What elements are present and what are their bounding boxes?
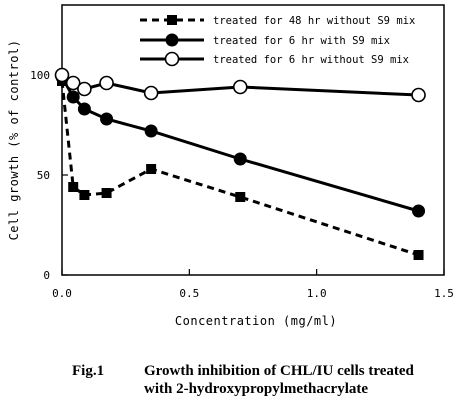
plot-area	[61, 4, 445, 276]
data-point-open-circle	[54, 67, 70, 83]
plot-frame	[61, 4, 445, 276]
figure-caption: Fig.1 Growth inhibition of CHL/IU cells t…	[72, 362, 452, 398]
data-point-circle	[100, 112, 114, 126]
data-point-open-circle	[411, 87, 426, 103]
caption-line-2: with 2-hydroxypropylmethacrylate	[144, 381, 369, 397]
legend-label: treated for 6 hr with S9 mix	[213, 35, 390, 47]
y-axis-label: Cell growth (% of control)	[7, 40, 21, 241]
tick-labels: 0.0 0.5 1.0 1.5 0 50 100	[30, 69, 454, 300]
data-point-square	[68, 182, 79, 192]
data-point-square	[413, 250, 424, 260]
data-point-square	[167, 15, 177, 25]
legend-entry: treated for 6 hr with S9 mix	[140, 33, 390, 47]
data-point-square	[146, 164, 157, 174]
data-point-square	[235, 192, 246, 202]
data-point-open-circle	[232, 79, 248, 95]
data-point-open-circle	[143, 85, 159, 101]
legend-label: treated for 48 hr without S9 mix	[213, 15, 415, 27]
series-1	[57, 76, 424, 260]
data-point-open-circle	[99, 75, 114, 91]
series-line	[60, 80, 419, 257]
data-point-open-circle	[77, 81, 92, 97]
x-tick-label: 0.5	[179, 287, 199, 300]
legend-entry: treated for 48 hr without S9 mix	[140, 15, 415, 27]
data-point-circle	[165, 33, 179, 47]
y-tick-label: 100	[30, 69, 50, 82]
x-tick-label: 0.0	[52, 287, 72, 300]
data-point-square	[79, 190, 90, 200]
x-axis-label: Concentration (mg/ml)	[175, 314, 337, 328]
series-3	[54, 67, 426, 103]
data-point-open-circle	[164, 51, 180, 67]
x-tick-label: 1.0	[307, 287, 327, 300]
legend-entry: treated for 6 hr without S9 mix	[140, 51, 409, 67]
series-layer	[54, 67, 426, 260]
y-tick-label: 0	[43, 269, 50, 282]
x-tick-label: 1.5	[434, 287, 454, 300]
series-line	[60, 76, 419, 213]
data-point-open-circle	[65, 75, 81, 91]
y-tick-label: 50	[37, 169, 50, 182]
caption-line-1: Growth inhibition of CHL/IU cells treate…	[144, 363, 414, 379]
legend: treated for 48 hr without S9 mix treated …	[140, 15, 415, 67]
data-point-circle	[233, 152, 247, 166]
data-point-circle	[412, 204, 426, 218]
data-point-circle	[77, 102, 91, 116]
chart: 0.0 0.5 1.0 1.5 0 50 100 treated for 48 hr wit…	[7, 4, 454, 328]
figure-number: Fig.1	[72, 363, 105, 379]
data-point-circle	[66, 90, 80, 104]
data-point-square	[101, 188, 112, 198]
data-point-circle	[144, 124, 158, 138]
legend-label: treated for 6 hr without S9 mix	[213, 54, 409, 66]
